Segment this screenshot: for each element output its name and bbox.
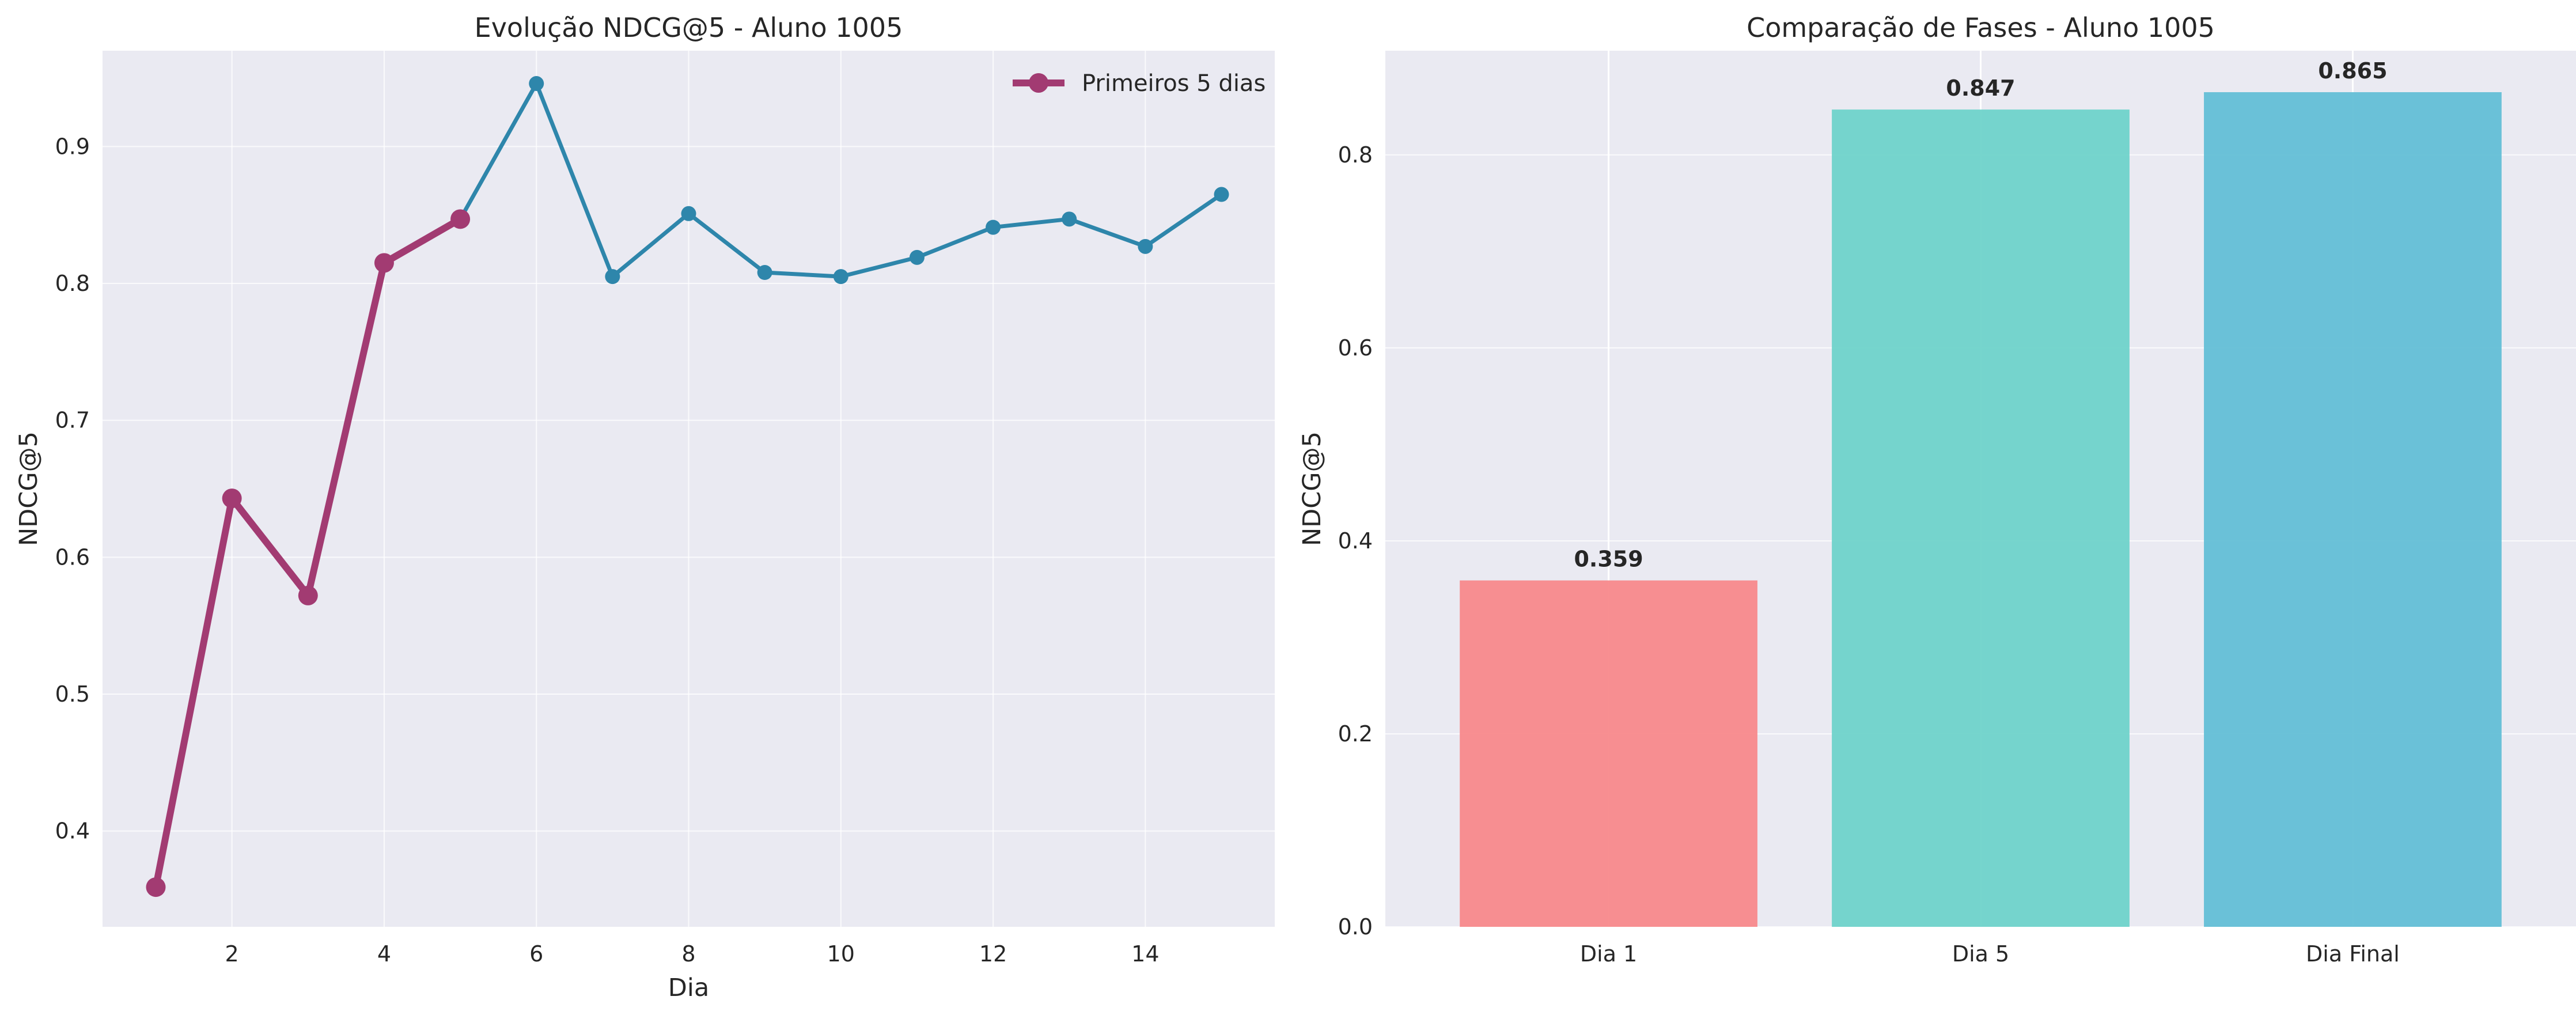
full-series-point xyxy=(681,206,696,221)
full-series-point xyxy=(986,219,1001,235)
bar xyxy=(1460,580,1757,927)
bar xyxy=(1832,109,2130,927)
left-x-tick-label: 14 xyxy=(1131,941,1159,967)
bar-value-label: 0.865 xyxy=(2318,58,2387,84)
right-y-tick-label: 0.0 xyxy=(1338,914,1373,940)
left-x-axis-label: Dia xyxy=(668,973,709,1002)
left-grid xyxy=(103,51,1275,927)
left-y-tick-label: 0.7 xyxy=(55,408,90,433)
legend-marker xyxy=(1029,73,1048,93)
left-x-tick-label: 10 xyxy=(827,941,855,967)
full-series-point xyxy=(1214,187,1229,202)
left-x-tick-label: 4 xyxy=(377,941,391,967)
left-y-tick-label: 0.6 xyxy=(55,544,90,570)
right-y-tick-label: 0.4 xyxy=(1338,528,1373,554)
first-5-days-point xyxy=(450,209,471,229)
right-x-tick-label: Dia 1 xyxy=(1580,941,1637,967)
right-y-tick-label: 0.8 xyxy=(1338,142,1373,168)
right-chart-title: Comparação de Fases - Aluno 1005 xyxy=(1747,12,2215,43)
full-series-point xyxy=(1138,238,1153,254)
left-y-tick-label: 0.9 xyxy=(55,134,90,159)
right-y-tick-label: 0.2 xyxy=(1338,721,1373,747)
first-5-days-point xyxy=(222,488,242,509)
right-y-axis-label: NDCG@5 xyxy=(1298,431,1327,546)
full-series-point xyxy=(529,76,544,92)
first-5-days-point xyxy=(374,253,394,273)
left-y-tick-label: 0.8 xyxy=(55,271,90,296)
left-y-tick-label: 0.5 xyxy=(55,681,90,707)
left-y-axis-label: NDCG@5 xyxy=(14,431,43,546)
full-series-point xyxy=(833,269,848,285)
right-y-tick-label: 0.6 xyxy=(1338,335,1373,361)
bar-value-label: 0.847 xyxy=(1946,75,2015,101)
first-5-days-point xyxy=(298,585,318,605)
first-5-days-point xyxy=(146,877,166,897)
left-x-tick-label: 2 xyxy=(225,941,239,967)
full-series-point xyxy=(909,249,925,265)
left-chart-title: Evolução NDCG@5 - Aluno 1005 xyxy=(475,12,903,43)
right-x-tick-label: Dia 5 xyxy=(1952,941,2009,967)
left-x-tick-label: 12 xyxy=(979,941,1007,967)
legend-label: Primeiros 5 dias xyxy=(1082,70,1266,97)
bar xyxy=(2204,92,2502,927)
legend: Primeiros 5 dias xyxy=(1013,70,1266,97)
full-series-point xyxy=(757,265,772,281)
left-x-tick-label: 6 xyxy=(529,941,543,967)
bar-value-label: 0.359 xyxy=(1574,547,1643,572)
full-series-point xyxy=(1062,211,1077,227)
left-x-tick-label: 8 xyxy=(681,941,695,967)
left-y-tick-label: 0.4 xyxy=(55,819,90,844)
full-series-point xyxy=(605,269,620,285)
right-x-tick-label: Dia Final xyxy=(2306,941,2400,967)
